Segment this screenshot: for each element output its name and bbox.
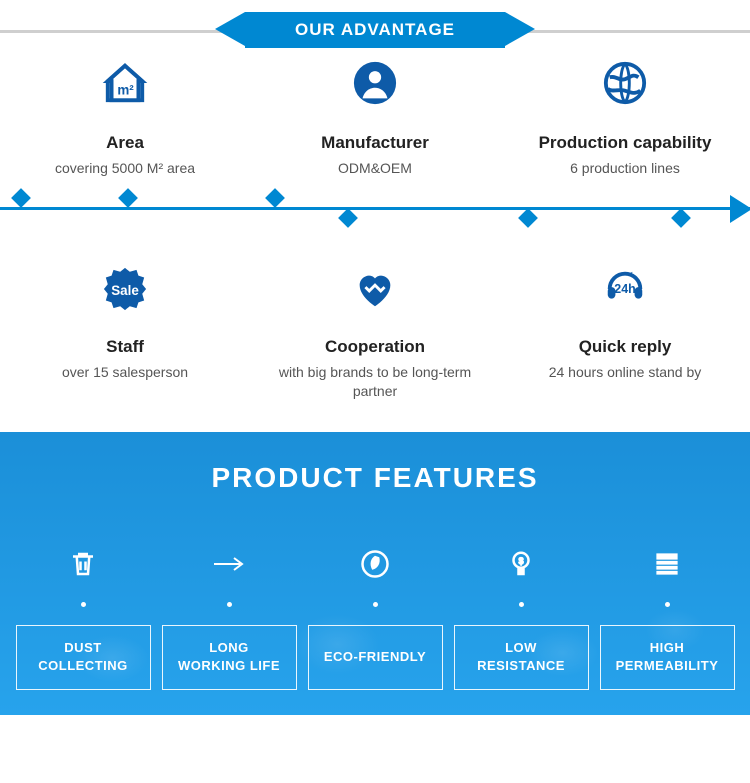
advantage-title: Production capability [510, 133, 740, 153]
advantage-desc: 24 hours online stand by [510, 363, 740, 383]
globe-icon [510, 53, 740, 113]
advantage-item-production: Production capability 6 production lines [500, 53, 750, 179]
feature-label: ECO-FRIENDLY [308, 625, 443, 690]
feature-item-eco: ECO-FRIENDLY [302, 544, 448, 690]
svg-text:m²: m² [117, 83, 134, 98]
trash-icon [68, 544, 98, 584]
feature-dot [665, 602, 670, 607]
features-section: PRODUCT FEATURES DUST COLLECTING LONG WO… [0, 432, 750, 715]
timeline-marker [375, 189, 500, 229]
advantage-title: Area [10, 133, 240, 153]
layers-icon [652, 544, 682, 584]
feature-item-resistance: $ LOW RESISTANCE [448, 544, 594, 690]
feature-item-dust: DUST COLLECTING [10, 544, 156, 690]
feature-label: DUST COLLECTING [16, 625, 151, 690]
support-24h-icon: 24h [510, 259, 740, 319]
advantage-section: OUR ADVANTAGE m² Area covering 5000 M² a… [0, 0, 750, 432]
advantage-item-area: m² Area covering 5000 M² area [0, 53, 250, 179]
svg-text:24h: 24h [614, 281, 635, 295]
advantage-desc: covering 5000 M² area [10, 159, 240, 179]
advantage-title: Manufacturer [260, 133, 490, 153]
svg-text:$: $ [519, 556, 524, 566]
feature-item-life: LONG WORKING LIFE [156, 544, 302, 690]
timeline [0, 189, 750, 229]
leaf-eco-icon [360, 544, 390, 584]
advantage-desc: over 15 salesperson [10, 363, 240, 383]
feature-dot [81, 602, 86, 607]
advantage-rows: m² Area covering 5000 M² area Manufactur… [0, 33, 750, 432]
advantage-title: Staff [10, 337, 240, 357]
advantage-desc: 6 production lines [510, 159, 740, 179]
timeline-marker [625, 189, 750, 229]
advantage-item-quickreply: 24h Quick reply 24 hours online stand by [500, 249, 750, 402]
timeline-marker [250, 189, 375, 229]
advantage-row-bottom: Sale Staff over 15 salesperson Cooperati… [0, 249, 750, 402]
timeline-markers [0, 189, 750, 229]
advantage-desc: ODM&OEM [260, 159, 490, 179]
feature-label: LOW RESISTANCE [454, 625, 589, 690]
advantage-item-manufacturer: Manufacturer ODM&OEM [250, 53, 500, 179]
timeline-marker [0, 189, 125, 229]
person-icon [260, 53, 490, 113]
sale-badge-icon: Sale [10, 259, 240, 319]
features-heading: PRODUCT FEATURES [0, 462, 750, 494]
timeline-marker [500, 189, 625, 229]
arrow-right-icon [212, 544, 246, 584]
feature-item-permeability: HIGH PERMEABILITY [594, 544, 740, 690]
feature-label: HIGH PERMEABILITY [600, 625, 735, 690]
feature-label: LONG WORKING LIFE [162, 625, 297, 690]
house-area-icon: m² [10, 53, 240, 113]
bulb-idea-icon: $ [506, 544, 536, 584]
advantage-title: Quick reply [510, 337, 740, 357]
advantage-item-staff: Sale Staff over 15 salesperson [0, 249, 250, 402]
timeline-marker [125, 189, 250, 229]
handshake-heart-icon [260, 259, 490, 319]
advantage-desc: with big brands to be long-term partner [260, 363, 490, 402]
feature-dot [519, 602, 524, 607]
advantage-item-cooperation: Cooperation with big brands to be long-t… [250, 249, 500, 402]
advantage-row-top: m² Area covering 5000 M² area Manufactur… [0, 53, 750, 179]
feature-dot [373, 602, 378, 607]
features-row: DUST COLLECTING LONG WORKING LIFE ECO-FR… [0, 544, 750, 690]
svg-text:Sale: Sale [111, 282, 139, 297]
advantage-title: Cooperation [260, 337, 490, 357]
feature-dot [227, 602, 232, 607]
